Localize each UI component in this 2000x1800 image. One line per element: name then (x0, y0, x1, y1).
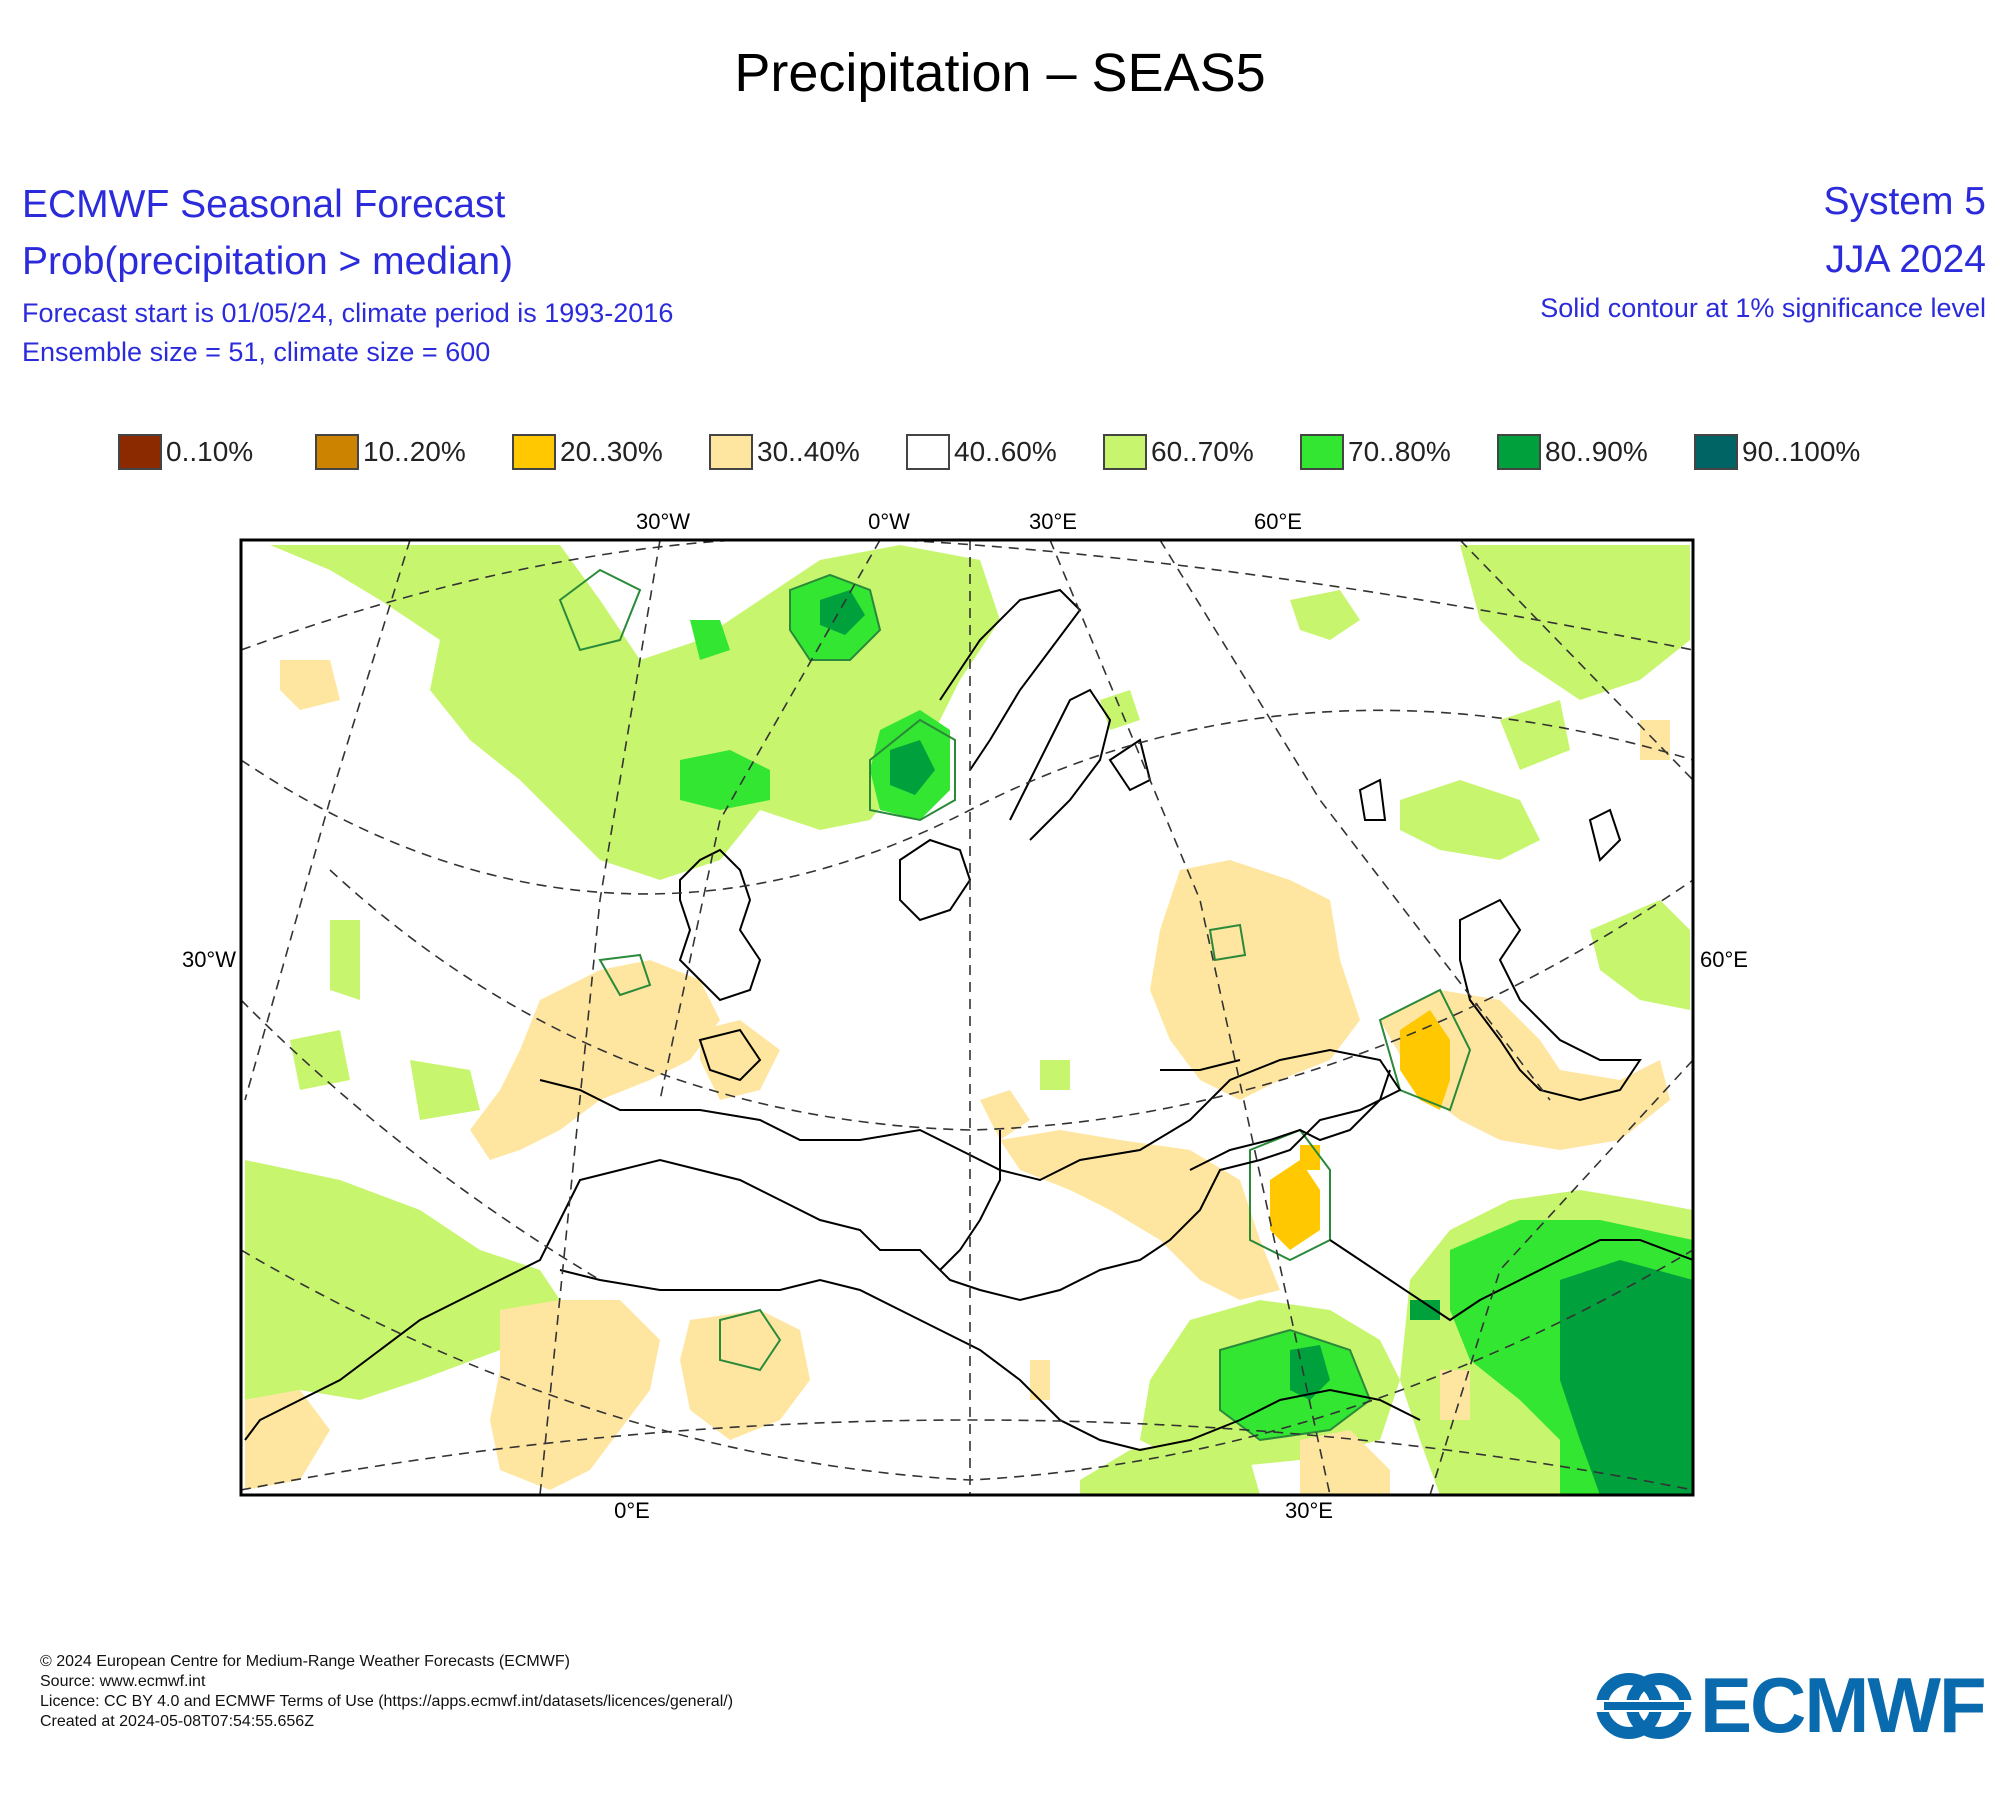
legend-item: 80..90% (1497, 434, 1694, 470)
header-quantity: Prob(precipitation > median) (22, 240, 514, 283)
color-legend: 0..10% 10..20% 20..30% 30..40% 40..60% 6… (118, 430, 1891, 474)
legend-label: 80..90% (1545, 436, 1648, 467)
lon-label-top: 30°W (636, 509, 690, 534)
header-system: System 5 (1823, 180, 1986, 223)
legend-item: 20..30% (512, 434, 709, 470)
prob-20-30-regions (1270, 1010, 1450, 1250)
graticule (241, 540, 1693, 1495)
prob-80-90-regions (820, 590, 1693, 1495)
legend-item: 30..40% (709, 434, 906, 470)
footer-source: Source: www.ecmwf.int (40, 1673, 206, 1690)
legend-swatch (512, 434, 556, 470)
legend-label: 30..40% (757, 436, 860, 467)
forecast-map[interactable]: 30°W 0°W 30°E 60°E 30°W 60°E 0°E 30°E (0, 500, 2000, 1540)
legend-swatch (1694, 434, 1738, 470)
ecmwf-logo-icon (1596, 1672, 1692, 1739)
lon-label-top: 30°E (1029, 509, 1077, 534)
legend-swatch (315, 434, 359, 470)
legend-swatch (1103, 434, 1147, 470)
coastlines (244, 588, 1693, 1452)
header-significance-note: Solid contour at 1% significance level (1540, 293, 1986, 323)
header-ensemble-size: Ensemble size = 51, climate size = 600 (22, 337, 491, 367)
lon-label-top: 0°W (868, 509, 910, 534)
footer-created: Created at 2024-05-08T07:54:55.656Z (40, 1713, 314, 1730)
legend-swatch (1300, 434, 1344, 470)
map-svg: 30°W 0°W 30°E 60°E 30°W 60°E 0°E 30°E (182, 509, 1748, 1523)
legend-label: 70..80% (1348, 436, 1451, 467)
legend-label: 90..100% (1742, 436, 1861, 467)
footer-copyright: © 2024 European Centre for Medium-Range … (40, 1653, 570, 1670)
legend-swatch (118, 434, 162, 470)
footer-credits: © 2024 European Centre for Medium-Range … (40, 1652, 733, 1732)
legend-item: 0..10% (118, 434, 315, 470)
page-title: Precipitation – SEAS5 (734, 43, 1266, 103)
legend-item: 90..100% (1694, 434, 1891, 470)
legend-swatch (1497, 434, 1541, 470)
footer-licence: Licence: CC BY 4.0 and ECMWF Terms of Us… (40, 1693, 734, 1710)
legend-label: 0..10% (166, 436, 254, 467)
legend-swatch (709, 434, 753, 470)
lon-label-right: 60°E (1700, 947, 1748, 972)
legend-label: 40..60% (954, 436, 1057, 467)
legend-label: 20..30% (560, 436, 663, 467)
header-product-name: ECMWF Seasonal Forecast (22, 183, 506, 226)
ecmwf-logo-text: ECMWF (1700, 1661, 1987, 1749)
header-period: JJA 2024 (1825, 238, 1986, 281)
lon-label-left: 30°W (182, 947, 236, 972)
legend-item: 60..70% (1103, 434, 1300, 470)
ecmwf-logo: ECMWF (1596, 1660, 1987, 1751)
prob-30-40-regions (245, 660, 1670, 1495)
legend-item: 40..60% (906, 434, 1103, 470)
map-frame (239, 538, 1695, 1497)
header-forecast-start: Forecast start is 01/05/24, climate peri… (22, 298, 674, 328)
lon-label-bottom: 30°E (1285, 1498, 1333, 1523)
legend-label: 60..70% (1151, 436, 1254, 467)
legend-item: 10..20% (315, 434, 512, 470)
legend-item: 70..80% (1300, 434, 1497, 470)
lon-label-bottom: 0°E (614, 1498, 650, 1523)
lon-label-top: 60°E (1254, 509, 1302, 534)
legend-swatch (906, 434, 950, 470)
legend-label: 10..20% (363, 436, 466, 467)
